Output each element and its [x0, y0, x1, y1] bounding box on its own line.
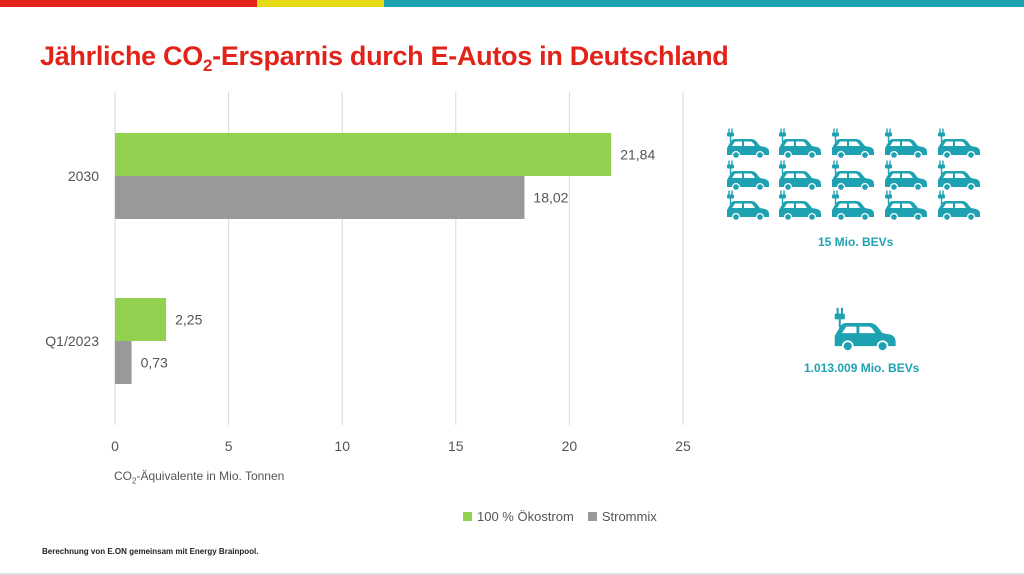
bar — [115, 298, 167, 341]
x-tick-label: 25 — [675, 438, 691, 454]
bev-label-2030: 15 Mio. BEVs — [818, 235, 894, 249]
bar — [115, 176, 525, 219]
legend: 100 % Ökostrom Strommix — [463, 509, 671, 524]
legend-item-oekostrom: 100 % Ökostrom — [463, 509, 574, 524]
bar — [115, 341, 132, 384]
car-with-plug-icon-large — [834, 307, 896, 352]
y-category-label: 2030 — [68, 168, 99, 184]
legend-swatch-green — [463, 512, 472, 521]
bar — [115, 133, 612, 176]
car-with-plug-icon — [885, 128, 927, 159]
footnote: Berechnung von E.ON gemeinsam mit Energy… — [42, 547, 259, 556]
title-subscript: 2 — [202, 56, 213, 75]
legend-swatch-gray — [587, 512, 597, 521]
car-with-plug-icon — [727, 190, 769, 221]
title-main: Jährliche CO — [40, 41, 203, 71]
x-axis-label-post: -Äquivalente in Mio. Tonnen — [136, 469, 285, 483]
x-tick-label: 15 — [448, 438, 464, 454]
car-with-plug-icon — [832, 190, 874, 221]
x-tick-label: 0 — [111, 438, 119, 454]
top-bar-red-segment — [0, 0, 257, 7]
data-label: 18,02 — [533, 190, 568, 206]
x-axis-label-pre: CO — [114, 469, 132, 483]
car-with-plug-icon — [727, 128, 769, 159]
car-with-plug-icon — [938, 190, 980, 221]
legend-label-strommix: Strommix — [601, 509, 657, 524]
car-with-plug-icon — [832, 160, 874, 191]
car-with-plug-icon — [779, 128, 821, 159]
top-color-bar — [0, 0, 1024, 7]
car-with-plug-icon — [832, 128, 874, 159]
data-label: 0,73 — [141, 355, 168, 371]
car-with-plug-icon — [727, 160, 769, 191]
bev-label-2023: 1.013.009 Mio. BEVs — [804, 361, 920, 375]
data-label: 21,84 — [620, 147, 655, 163]
bottom-border — [0, 573, 1024, 575]
title-rest: -Ersparnis durch E-Autos in Deutschland — [212, 41, 729, 71]
y-category-label: Q1/2023 — [45, 333, 99, 349]
page-title: Jährliche CO2-Ersparnis durch E-Autos in… — [40, 41, 729, 76]
car-with-plug-icon — [938, 128, 980, 159]
car-with-plug-icon — [779, 190, 821, 221]
legend-label-oekostrom: 100 % Ökostrom — [477, 509, 574, 524]
top-bar-teal-segment — [384, 0, 1024, 7]
x-axis-label: CO2-Äquivalente in Mio. Tonnen — [114, 469, 284, 485]
car-with-plug-icon — [938, 160, 980, 191]
car-with-plug-icon — [885, 190, 927, 221]
car-with-plug-icon — [779, 160, 821, 191]
legend-item-strommix: Strommix — [587, 509, 657, 524]
car-with-plug-icon — [885, 160, 927, 191]
x-tick-label: 5 — [225, 438, 233, 454]
data-label: 2,25 — [175, 312, 202, 328]
x-tick-label: 10 — [334, 438, 350, 454]
x-tick-label: 20 — [562, 438, 578, 454]
top-bar-yellow-segment — [257, 0, 384, 7]
x-axis-label-subscript: 2 — [132, 476, 137, 486]
